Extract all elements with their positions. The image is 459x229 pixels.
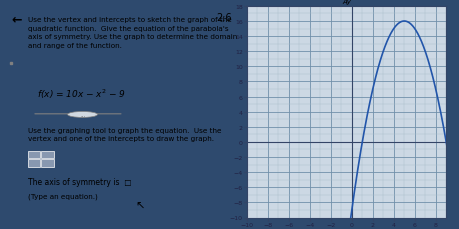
Text: Use the vertex and intercepts to sketch the graph of the
quadratic function.  Gi: Use the vertex and intercepts to sketch …	[28, 17, 236, 49]
Bar	[41, 151, 54, 158]
Bar	[28, 151, 40, 158]
Text: (Type an equation.): (Type an equation.)	[28, 192, 97, 199]
Ellipse shape	[67, 112, 97, 118]
Text: The axis of symmetry is  □: The axis of symmetry is □	[28, 177, 131, 186]
Text: 2:6: 2:6	[215, 13, 231, 23]
Text: Ay: Ay	[341, 0, 350, 5]
Text: ...: ...	[80, 112, 85, 117]
Bar	[41, 160, 54, 167]
Text: ↖: ↖	[135, 201, 144, 211]
Bar	[28, 160, 40, 167]
Text: Use the graphing tool to graph the equation.  Use the
vertex and one of the inte: Use the graphing tool to graph the equat…	[28, 127, 221, 141]
Text: ←: ←	[11, 13, 22, 26]
Text: f(x) = 10x $-$ x$^2$ $-$ 9: f(x) = 10x $-$ x$^2$ $-$ 9	[37, 87, 125, 100]
